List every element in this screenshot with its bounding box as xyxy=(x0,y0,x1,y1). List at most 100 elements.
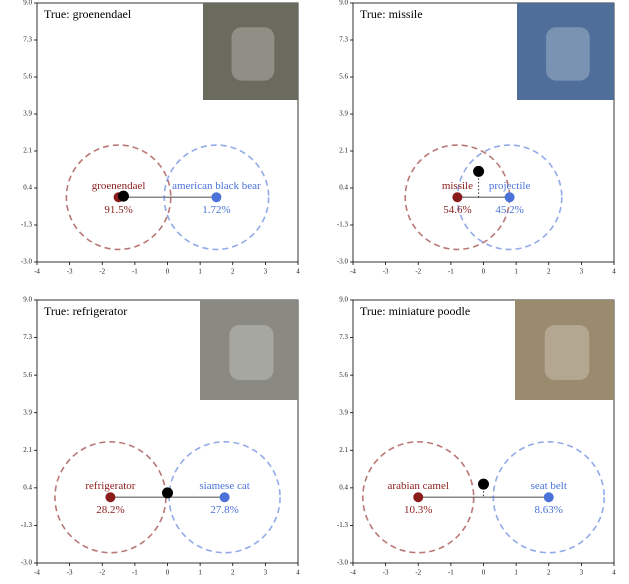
sample-image xyxy=(515,300,614,400)
class-point xyxy=(504,192,515,203)
sample-image xyxy=(517,3,614,100)
y-tick-label: 5.6 xyxy=(23,73,32,81)
sample-image-detail xyxy=(544,325,590,380)
subplot-title: True: refrigerator xyxy=(44,304,127,318)
plot-content: arabian camel 10.3% seat belt 8.63% xyxy=(361,440,606,554)
class-region xyxy=(361,440,475,554)
y-tick-label: -1.3 xyxy=(337,521,349,529)
y-tick-label: 9.0 xyxy=(23,296,32,304)
subplot: -3.0 -1.3 0.4 2.1 3.9 5.6 7.3 9.0 -4 -3 -2 -1 0 1 2 3 4 a… xyxy=(337,296,616,577)
class-region xyxy=(65,144,172,251)
sample-image-detail xyxy=(229,325,274,380)
class-region xyxy=(163,144,270,251)
plot-content: refrigerator 28.2% siamese cat 27.8% xyxy=(54,440,281,554)
class-probability: 27.8% xyxy=(210,504,238,516)
y-tick-label: 2.1 xyxy=(23,446,32,454)
sample-image-detail xyxy=(546,27,590,81)
subplot-title: True: miniature poodle xyxy=(360,304,470,318)
x-tick-label: 3 xyxy=(264,268,268,276)
y-tick-label: 2.1 xyxy=(339,446,348,454)
x-tick-label: 1 xyxy=(514,569,518,577)
y-tick-label: -3.0 xyxy=(21,559,33,567)
x-tick-label: -4 xyxy=(350,569,356,577)
x-tick-label: -3 xyxy=(67,268,73,276)
x-tick-label: 2 xyxy=(547,569,551,577)
x-tick-label: -1 xyxy=(132,569,138,577)
x-tick-label: 1 xyxy=(198,569,202,577)
sample-image xyxy=(200,300,298,400)
class-region xyxy=(404,144,511,251)
x-tick-label: -3 xyxy=(383,569,389,577)
prediction-point xyxy=(117,190,129,202)
y-tick-label: 5.6 xyxy=(23,371,32,379)
x-tick-label: 1 xyxy=(198,268,202,276)
y-tick-label: 0.4 xyxy=(23,184,32,192)
class-name: american black bear xyxy=(172,180,261,192)
y-tick-label: -3.0 xyxy=(337,258,349,266)
class-probability: 1.72% xyxy=(202,204,230,216)
x-tick-label: -4 xyxy=(34,268,40,276)
y-tick-label: 7.3 xyxy=(23,333,32,341)
class-name: missile xyxy=(442,180,473,192)
y-tick-label: 9.0 xyxy=(339,0,348,7)
class-name: arabian camel xyxy=(388,480,449,492)
class-name: siamese cat xyxy=(199,480,249,492)
class-point xyxy=(543,492,554,503)
x-tick-label: 2 xyxy=(231,268,235,276)
x-tick-label: 4 xyxy=(612,268,616,276)
y-tick-label: 5.6 xyxy=(339,73,348,81)
class-probability: 8.63% xyxy=(535,504,563,516)
class-probability: 45.2% xyxy=(495,204,523,216)
class-name: seat belt xyxy=(531,480,567,492)
x-tick-label: 0 xyxy=(482,268,486,276)
x-tick-label: 0 xyxy=(166,268,170,276)
x-tick-label: -1 xyxy=(448,569,454,577)
y-tick-label: 2.1 xyxy=(339,147,348,155)
x-tick-label: -2 xyxy=(99,268,105,276)
x-tick-label: 4 xyxy=(296,268,300,276)
x-tick-label: 1 xyxy=(514,268,518,276)
y-tick-label: -3.0 xyxy=(21,258,33,266)
x-tick-label: -4 xyxy=(350,268,356,276)
x-tick-label: -1 xyxy=(132,268,138,276)
y-tick-label: -3.0 xyxy=(337,559,349,567)
class-probability: 54.6% xyxy=(443,204,471,216)
y-tick-label: 7.3 xyxy=(23,36,32,44)
y-tick-label: 0.4 xyxy=(23,483,32,491)
plot-content: missile 54.6% projectile 45.2% xyxy=(404,144,563,251)
x-tick-label: -2 xyxy=(99,569,105,577)
y-tick-label: 9.0 xyxy=(23,0,32,7)
y-tick-label: 3.9 xyxy=(23,110,32,118)
class-name: projectile xyxy=(489,180,531,192)
y-tick-label: 5.6 xyxy=(339,371,348,379)
x-tick-label: 4 xyxy=(296,569,300,577)
y-tick-label: 7.3 xyxy=(339,333,348,341)
sample-image xyxy=(203,3,298,100)
class-point xyxy=(452,192,463,203)
plot-content: groenendael 91.5% american black bear 1.72% xyxy=(65,144,270,251)
y-tick-label: 0.4 xyxy=(339,483,348,491)
class-point xyxy=(105,492,116,503)
class-name: groenendael xyxy=(92,180,146,192)
y-tick-label: -1.3 xyxy=(21,221,33,229)
class-probability: 91.5% xyxy=(104,204,132,216)
x-tick-label: -2 xyxy=(415,569,421,577)
class-name: refrigerator xyxy=(85,480,135,492)
y-tick-label: -1.3 xyxy=(337,221,349,229)
y-tick-label: 3.9 xyxy=(23,408,32,416)
x-tick-label: 4 xyxy=(612,569,616,577)
x-tick-label: -3 xyxy=(67,569,73,577)
y-tick-label: 9.0 xyxy=(339,296,348,304)
x-tick-label: -1 xyxy=(448,268,454,276)
class-point xyxy=(211,192,222,203)
class-point xyxy=(219,492,230,503)
class-point xyxy=(413,492,424,503)
x-tick-label: 2 xyxy=(231,569,235,577)
x-tick-label: 3 xyxy=(580,268,584,276)
subplot: -3.0 -1.3 0.4 2.1 3.9 5.6 7.3 9.0 -4 -3 -2 -1 0 1 2 3 4 r… xyxy=(21,296,300,577)
subplot-title: True: missile xyxy=(360,7,423,21)
x-tick-label: 3 xyxy=(580,569,584,577)
class-region xyxy=(492,440,606,554)
class-probability: 28.2% xyxy=(96,504,124,516)
